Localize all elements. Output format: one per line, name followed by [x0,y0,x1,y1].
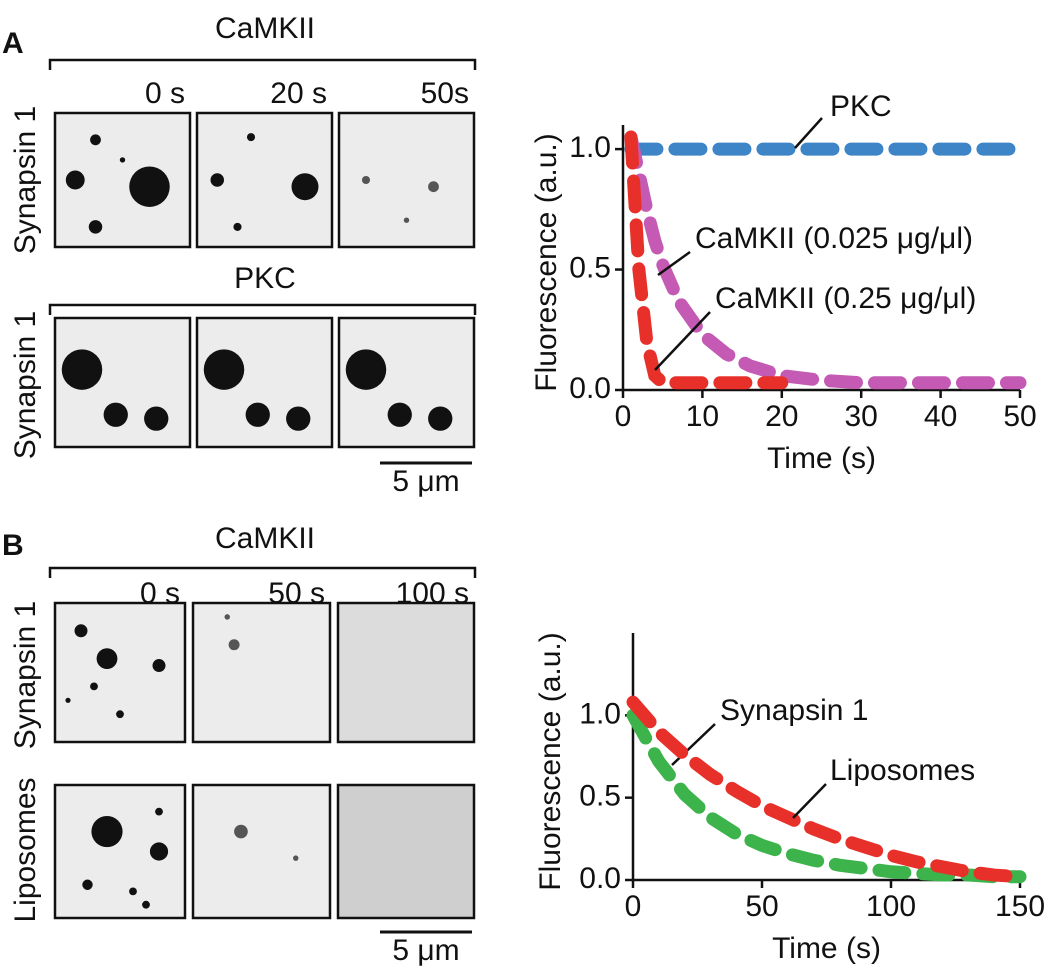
droplet [246,133,256,142]
droplet [65,697,71,703]
y-tick-label: 0.0 [579,862,621,895]
droplet [103,402,128,427]
droplet [152,659,166,673]
bracket [48,566,477,578]
series-line [624,130,789,390]
droplet [149,842,169,861]
droplet [129,887,137,896]
x-tick-label: 30 [845,400,878,433]
y-tick-label: 0.5 [579,780,621,813]
droplet [293,855,299,861]
micrograph [191,783,332,920]
series-label: Liposomes [830,754,975,787]
droplet [286,406,311,431]
panel-label: A [2,27,24,60]
droplet [228,639,240,651]
y-tick-label: 0.0 [569,372,611,405]
micrograph [336,601,476,744]
scale-bar-label: 5 μm [392,465,459,498]
y-tick-label: 1.0 [569,131,611,164]
x-tick-label: 50 [745,890,778,923]
droplet [90,682,98,691]
droplet [90,134,101,146]
series-label: PKC [830,90,892,123]
droplet [129,166,170,207]
leader-line [794,117,823,149]
series-line [624,130,1027,390]
droplet [155,807,163,816]
row-label: Liposomes [9,777,42,922]
droplet [61,349,103,390]
row-label: Synapsin 1 [9,601,42,749]
droplet [234,824,248,839]
micrograph [337,111,476,249]
droplet [203,349,245,390]
micrograph [191,601,332,744]
time-label: 50s [421,77,469,110]
x-tick-label: 40 [924,400,957,433]
row-label: Synapsin 1 [9,311,42,459]
droplet [82,879,93,890]
time-label: 0 s [145,77,185,110]
series-line [626,708,1027,884]
series-label: CaMKII (0.25 μg/μl) [715,282,976,315]
y-axis-label: Fluorescence (a.u.) [534,632,567,890]
condition-title: CaMKII [215,522,315,555]
droplet [116,710,124,719]
droplet [142,900,150,909]
leader-line [654,311,711,371]
x-tick-label: 50 [1003,400,1036,433]
droplet [245,402,270,427]
droplet [428,181,439,193]
droplet [233,222,242,231]
droplet [65,170,85,190]
x-axis-label: Time (s) [772,932,881,965]
y-tick-label: 1.0 [579,697,621,730]
leader-line [657,250,691,277]
micrograph [53,601,187,744]
series-label: Synapsin 1 [720,694,868,727]
droplet [345,349,387,390]
droplet [428,406,453,431]
leader-line [792,783,827,819]
droplet [74,624,88,638]
time-label: 20 s [270,77,327,110]
x-axis-label: Time (s) [767,442,876,475]
droplet [210,173,224,187]
series-line [626,695,1027,884]
condition-title: CaMKII [215,12,315,45]
y-axis-label: Fluorescence (a.u.) [530,133,563,391]
x-tick-label: 0 [615,400,632,433]
micrograph [336,783,476,920]
x-tick-label: 150 [995,890,1045,923]
droplet [403,217,410,223]
y-tick-label: 0.5 [569,251,611,284]
droplet [387,402,412,427]
droplet [88,220,103,234]
droplet [361,175,371,185]
row-label: Synapsin 1 [9,106,42,254]
x-tick-label: 20 [765,400,798,433]
x-tick-label: 0 [625,890,642,923]
panel-label: B [2,529,24,562]
x-tick-label: 100 [866,890,916,923]
condition-title: PKC [234,262,296,295]
droplet [224,614,230,620]
droplet [144,406,169,431]
droplet [119,157,126,163]
bracket [48,58,477,70]
x-tick-label: 10 [686,400,719,433]
series-label: CaMKII (0.025 μg/μl) [695,222,973,255]
bracket [48,303,477,315]
droplet [291,173,319,201]
scale-bar-label: 5 μm [392,934,459,967]
droplet [96,648,118,669]
droplet [91,815,123,848]
